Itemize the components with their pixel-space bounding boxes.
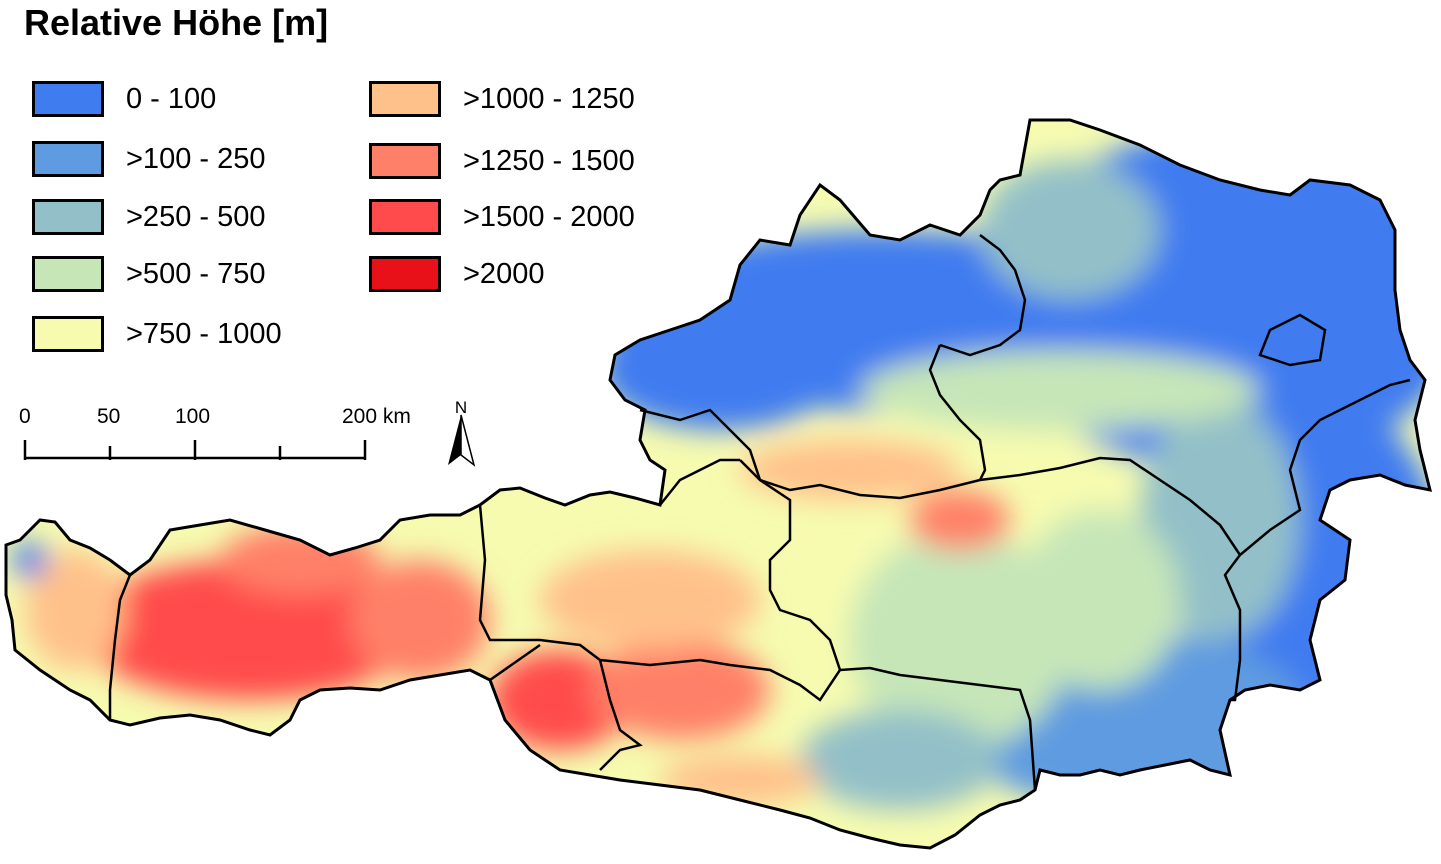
- scale-label: 50: [97, 405, 121, 428]
- legend-item: >1500 - 2000: [369, 196, 635, 238]
- legend-item: >100 - 250: [32, 138, 265, 180]
- legend-swatch: [369, 143, 441, 179]
- legend-label: >750 - 1000: [126, 317, 282, 350]
- legend-swatch: [369, 199, 441, 235]
- legend-swatch: [32, 316, 104, 352]
- legend-label: 0 - 100: [126, 82, 217, 115]
- legend-item: >1000 - 1250: [369, 78, 635, 120]
- legend-item: >500 - 750: [32, 253, 265, 295]
- legend-item: >1250 - 1500: [369, 140, 635, 182]
- legend-swatch: [32, 199, 104, 235]
- north-arrow-label: N: [455, 398, 467, 417]
- map-title: Relative Höhe [m]: [24, 2, 329, 43]
- scale-label: 200 km: [342, 405, 411, 428]
- legend-label: >1250 - 1500: [463, 144, 635, 177]
- legend-label: >250 - 500: [126, 200, 266, 233]
- scale-label: 100: [175, 405, 211, 428]
- legend-item: >2000: [369, 253, 544, 295]
- legend-swatch: [369, 81, 441, 117]
- legend-item: 0 - 100: [32, 78, 216, 120]
- legend-swatch: [32, 81, 104, 117]
- scale-label: 0: [19, 405, 31, 428]
- legend-label: >1500 - 2000: [463, 200, 635, 233]
- legend-item: >250 - 500: [32, 196, 265, 238]
- legend-label: >2000: [463, 257, 545, 290]
- legend-swatch: [369, 256, 441, 292]
- legend-swatch: [32, 141, 104, 177]
- legend-label: >500 - 750: [126, 257, 266, 290]
- north-arrow-icon: [448, 414, 476, 467]
- state-borders: [108, 234, 1411, 791]
- legend-label: >100 - 250: [126, 142, 266, 175]
- legend-item: >750 - 1000: [32, 313, 282, 355]
- legend-swatch: [32, 256, 104, 292]
- legend-label: >1000 - 1250: [463, 82, 635, 115]
- scale-bar: [23, 440, 367, 460]
